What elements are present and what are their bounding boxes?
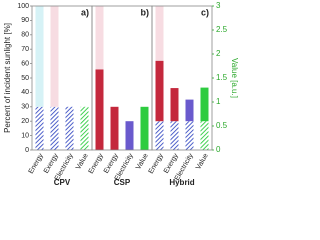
y2-tick-label: 2.5 (216, 25, 228, 34)
bar (125, 121, 134, 150)
bar (95, 69, 104, 150)
bar (140, 106, 149, 150)
y-tick-label: 80 (21, 32, 29, 39)
y-tick-label: 0 (25, 147, 29, 154)
category-label: Value (75, 152, 90, 171)
y-tick-label: 20 (21, 118, 29, 125)
bar (110, 106, 119, 150)
bar (200, 87, 209, 122)
y2-tick-label: 3 (216, 1, 221, 10)
panel-title: CPV (54, 178, 71, 187)
page: {"chart_data":[ {"type":"bar","title":"C… (3, 1, 239, 188)
bar (35, 6, 44, 107)
bar (170, 88, 179, 122)
panel-label: a) (81, 7, 89, 17)
y-tick-label: 70 (21, 46, 29, 53)
bar (65, 106, 74, 150)
bar (155, 121, 164, 150)
y-tick-label: 100 (17, 3, 29, 10)
y2-tick-label: 1 (216, 97, 221, 106)
y-tick-label: 40 (21, 89, 29, 96)
panel-label: b) (141, 7, 150, 17)
bar (35, 106, 44, 150)
bar (155, 60, 164, 122)
y2-tick-label: 2 (216, 49, 221, 58)
category-label: Value (195, 152, 210, 171)
bar (80, 106, 89, 150)
y-tick-label: 50 (21, 75, 29, 82)
y2-tick-label: 0 (216, 145, 221, 154)
y-tick-label: 60 (21, 60, 29, 67)
bar (155, 6, 164, 61)
y-axis-label: Percent of incident sunlight [%] (3, 23, 12, 133)
y-tick-label: 30 (21, 104, 29, 111)
panel-label: c) (201, 7, 209, 17)
panel-title: Hybrid (169, 178, 194, 187)
y2-axis-label: Value [a.u.] (230, 58, 239, 98)
bar (185, 121, 194, 150)
panel-title: CSP (114, 178, 131, 187)
category-label: Value (135, 152, 150, 171)
bar (170, 121, 179, 150)
bar (50, 6, 59, 107)
y2-tick-label: 1.5 (216, 73, 228, 82)
bar (50, 106, 59, 150)
bar (95, 6, 104, 70)
bar (185, 99, 194, 122)
bar (200, 121, 209, 150)
y-tick-label: 90 (21, 17, 29, 24)
y2-tick-label: 0.5 (216, 121, 228, 130)
y-tick-label: 10 (21, 132, 29, 139)
